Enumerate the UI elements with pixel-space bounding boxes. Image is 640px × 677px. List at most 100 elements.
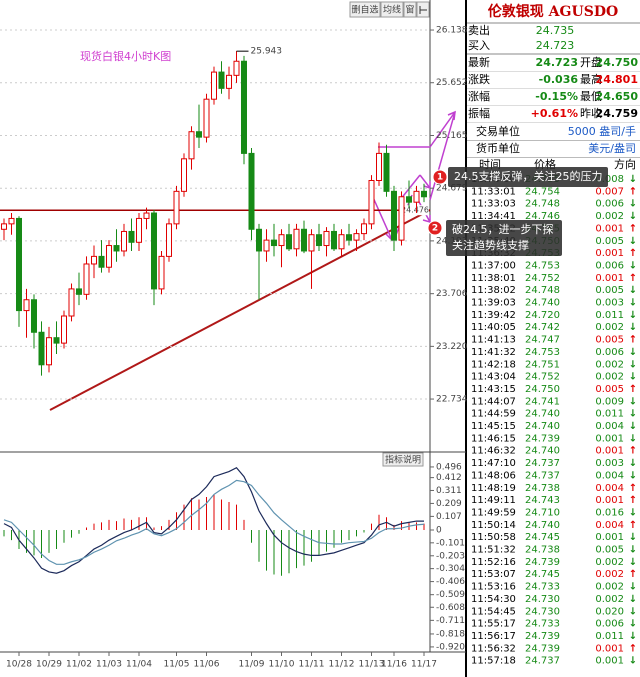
- tick-direction: ↑: [629, 186, 637, 197]
- quote-label: 振幅: [468, 106, 490, 120]
- quote-value: +0.61%: [531, 107, 578, 120]
- tick-price: 24.752: [525, 372, 560, 383]
- tick-volume: 0.004: [595, 421, 624, 432]
- toolbar-button[interactable]: [349, 1, 381, 18]
- tick-direction: ↓: [629, 285, 637, 296]
- tick-direction: ↓: [629, 433, 637, 444]
- tick-price: 24.738: [525, 483, 560, 494]
- candle-body: [83, 263, 90, 295]
- indicator-button[interactable]: [382, 452, 424, 467]
- y-tick-label: -0.406: [436, 577, 465, 587]
- support-label-box: [401, 205, 429, 216]
- candle-body: [323, 230, 330, 247]
- tick-time: 11:43:04: [471, 372, 516, 383]
- tick-volume: 0.020: [595, 606, 624, 617]
- quote-value: 24.723: [536, 56, 578, 69]
- tick-direction: ↑: [629, 495, 637, 506]
- quote-label: 买入: [468, 39, 490, 52]
- tick-time: 11:46:32: [471, 446, 516, 457]
- tick-volume: 0.004: [595, 483, 624, 494]
- tick-time: 11:54:45: [471, 606, 516, 617]
- candle-body: [91, 255, 97, 265]
- candle-body: [263, 239, 270, 252]
- candle-body: [31, 299, 37, 333]
- toolbar-label[interactable]: 窗: [405, 4, 414, 16]
- unit-value: 美元/盎司: [588, 141, 636, 155]
- tick-volume: 0.003: [595, 298, 624, 309]
- high-label: 25.943: [251, 47, 283, 57]
- candle-body: [173, 190, 180, 225]
- tick-price: 24.738: [525, 545, 560, 556]
- toolbar-button[interactable]: [380, 1, 404, 18]
- macd-line: [3, 479, 425, 565]
- tick-direction: ↓: [629, 298, 637, 309]
- tick-volume: 0.006: [595, 347, 624, 358]
- tick-volume: 0.001: [595, 248, 624, 259]
- tick-time: 11:48:19: [471, 483, 516, 494]
- candle-body: [391, 190, 397, 241]
- tick-time: 11:34:41: [471, 211, 516, 222]
- tick-price: 24.752: [525, 273, 560, 284]
- tick-price: 24.754: [525, 186, 560, 197]
- tick-price: 24.747: [525, 335, 560, 346]
- candle-body: [301, 228, 307, 252]
- tick-time: 11:49:59: [471, 507, 516, 518]
- x-tick-label: 11/16: [381, 660, 407, 670]
- candle-body: [413, 190, 420, 203]
- y-tick-label: 25.652: [436, 78, 468, 88]
- callout-number: 1: [437, 173, 443, 183]
- tick-time: 11:39:03: [471, 298, 516, 309]
- candle-body: [46, 337, 52, 366]
- callout-number: 2: [432, 224, 438, 234]
- toolbar-label[interactable]: 均线: [383, 4, 401, 16]
- tick-volume: 0.011: [595, 310, 624, 321]
- candle-body: [346, 234, 352, 241]
- y-tick-label: 0.107: [436, 512, 462, 522]
- candle-body: [38, 331, 45, 366]
- candle-body: [353, 233, 360, 241]
- tick-volume: 0.009: [595, 396, 624, 407]
- x-tick-label: 11/02: [66, 660, 92, 670]
- tick-volume: 0.002: [595, 594, 624, 605]
- candle-body: [136, 217, 142, 243]
- tick-time: 11:55:17: [471, 619, 516, 630]
- quote-label: 最新: [468, 55, 490, 69]
- quote-label: 涨跌: [468, 72, 490, 86]
- indicator-label[interactable]: 指标说明: [385, 454, 421, 466]
- tick-volume: 0.004: [595, 520, 624, 531]
- tick-price: 24.740: [525, 446, 560, 457]
- x-tick-label: 11/10: [269, 660, 295, 670]
- x-tick-label: 10/28: [6, 660, 32, 670]
- y-tick-label: -0.711: [436, 616, 465, 626]
- toolbar-button[interactable]: [403, 1, 417, 18]
- tick-price: 24.741: [525, 396, 560, 407]
- candle-body: [181, 158, 187, 192]
- tick-direction: ↑: [629, 520, 637, 531]
- tick-time: 11:46:15: [471, 433, 516, 444]
- quote-value: 24.723: [536, 39, 575, 52]
- toolbar-label[interactable]: 删自选: [351, 4, 378, 16]
- tick-volume: 0.002: [595, 372, 624, 383]
- tick-volume: 0.001: [595, 446, 624, 457]
- tick-price: 24.753: [525, 260, 560, 271]
- candle-body: [383, 152, 390, 192]
- tick-price: 24.751: [525, 359, 560, 370]
- x-tick-label: 11/11: [299, 660, 325, 670]
- unit-label: 货币单位: [476, 141, 520, 155]
- tick-volume: 0.007: [595, 186, 624, 197]
- toolbar-icon: [419, 6, 427, 14]
- tick-volume: 0.006: [595, 199, 624, 210]
- tick-time: 11:33:01: [471, 186, 516, 197]
- candle-body: [338, 234, 345, 250]
- tick-time: 11:37:00: [471, 260, 516, 271]
- tick-direction: ↓: [629, 606, 637, 617]
- y-tick-label: 24.679: [436, 184, 468, 194]
- tick-price: 24.740: [525, 421, 560, 432]
- y-tick-label: 0.412: [436, 473, 462, 483]
- y-tick-label: 22.734: [436, 395, 468, 405]
- tick-price: 24.737: [525, 458, 560, 469]
- candle-body: [421, 190, 427, 198]
- tick-time: 11:53:07: [471, 569, 516, 580]
- y-tick-label: -0.203: [436, 551, 465, 561]
